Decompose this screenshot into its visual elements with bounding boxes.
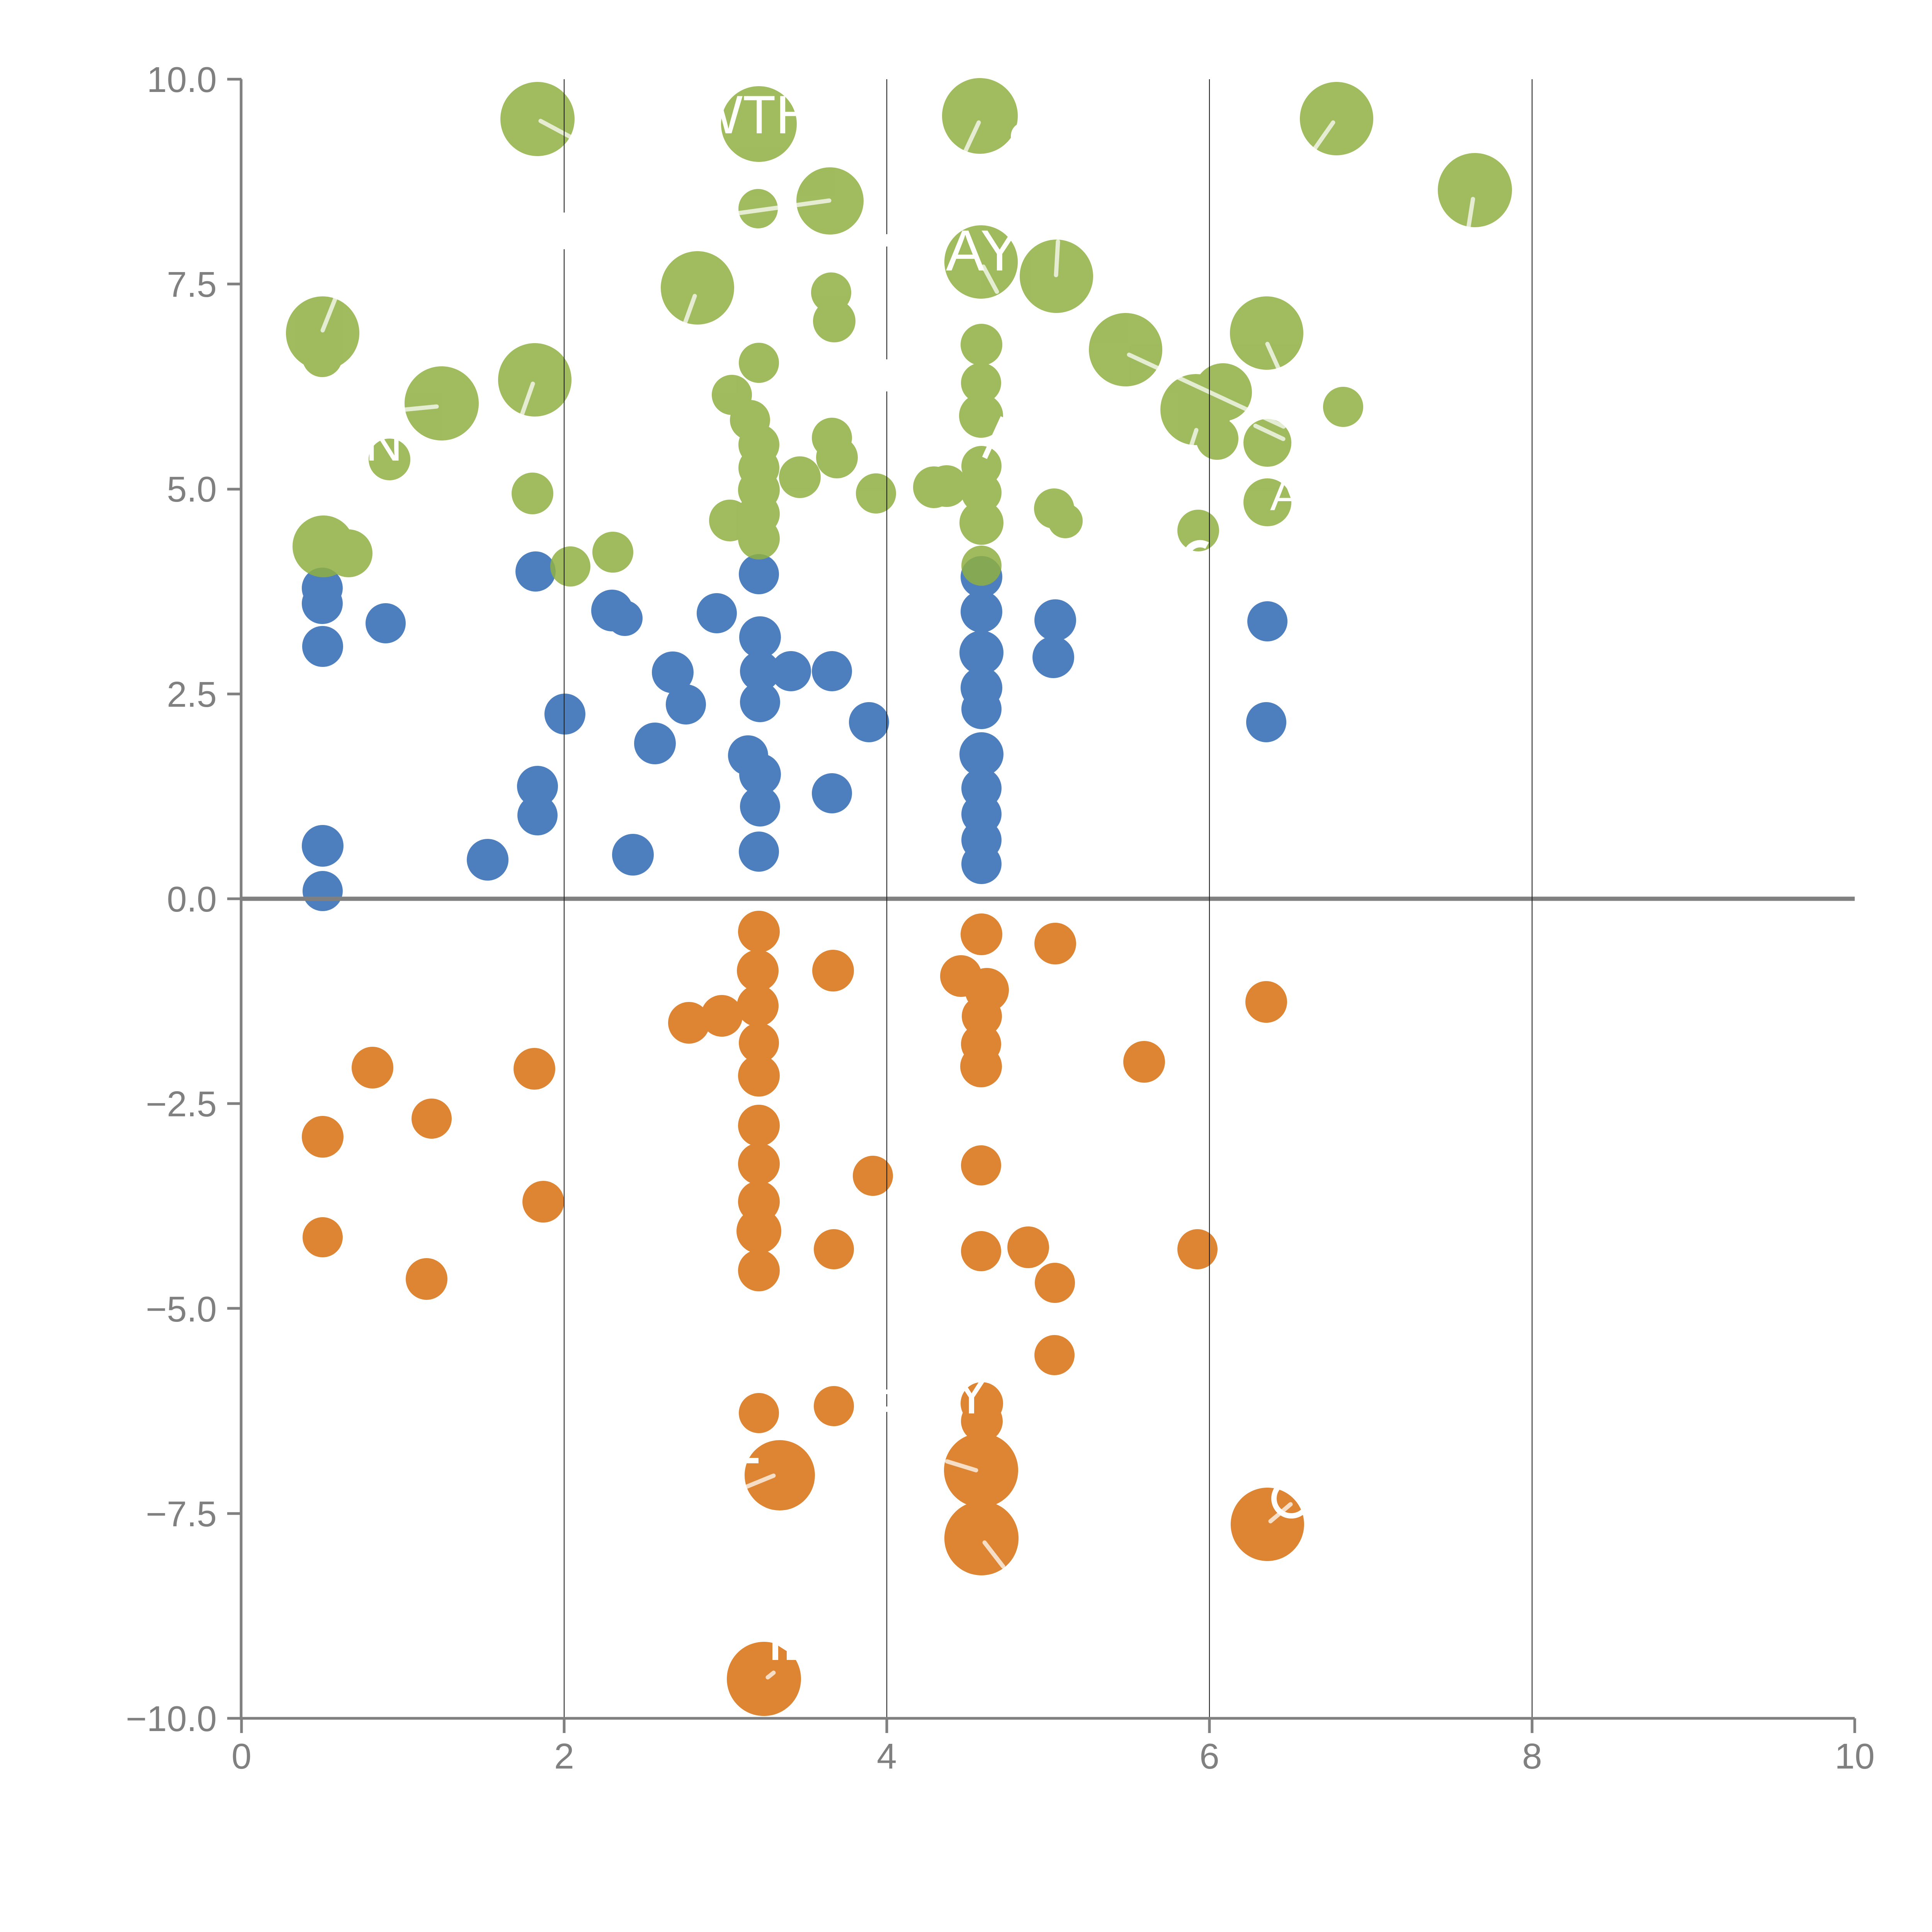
svg-text:Y: Y bbox=[953, 1363, 990, 1425]
svg-text:8: 8 bbox=[1522, 1736, 1542, 1776]
svg-text:A: A bbox=[1270, 470, 1300, 520]
svg-text:WTH: WTH bbox=[692, 84, 815, 145]
svg-text:−7.5: −7.5 bbox=[146, 1494, 217, 1534]
svg-text:10.0: 10.0 bbox=[147, 60, 217, 100]
svg-text:−10.0: −10.0 bbox=[126, 1699, 217, 1739]
svg-text:−5.0: −5.0 bbox=[146, 1289, 217, 1329]
svg-text:7.5: 7.5 bbox=[167, 264, 217, 304]
svg-text:2.5: 2.5 bbox=[167, 674, 217, 714]
svg-text:N: N bbox=[365, 413, 403, 472]
svg-text:0.0: 0.0 bbox=[167, 879, 217, 919]
svg-text:5.0: 5.0 bbox=[167, 469, 217, 509]
svg-text:10: 10 bbox=[1835, 1736, 1874, 1776]
svg-text:0: 0 bbox=[231, 1736, 252, 1776]
svg-text:4: 4 bbox=[877, 1736, 897, 1776]
svg-text:6: 6 bbox=[1199, 1736, 1219, 1776]
svg-text:2: 2 bbox=[554, 1736, 574, 1776]
svg-text:−2.5: −2.5 bbox=[146, 1084, 217, 1124]
svg-text:AY: AY bbox=[946, 218, 1019, 283]
